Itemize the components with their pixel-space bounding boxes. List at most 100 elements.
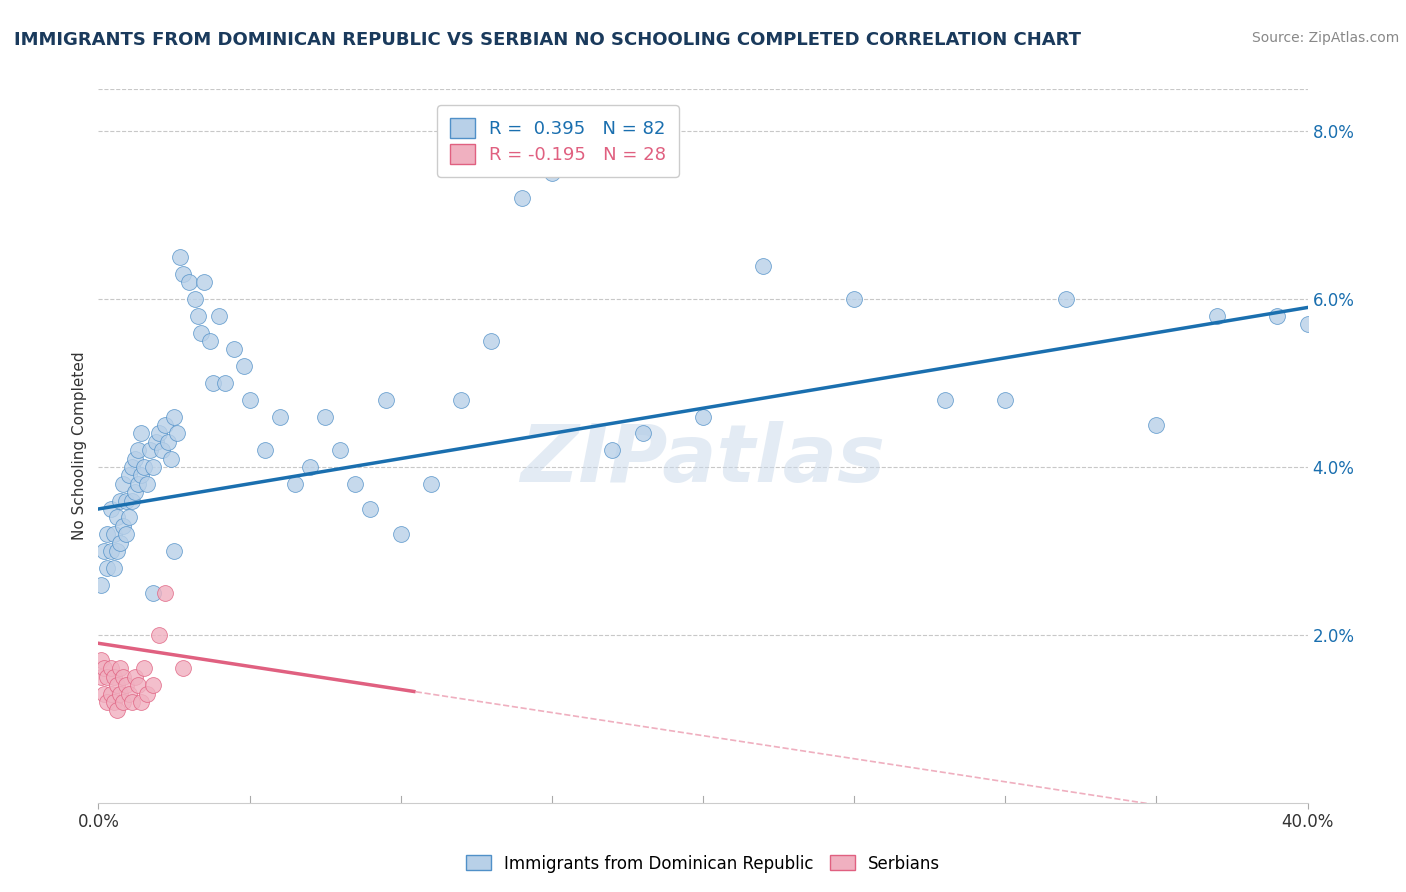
Point <box>329 443 352 458</box>
Point <box>90 670 112 684</box>
Point <box>100 661 122 675</box>
Point <box>114 678 136 692</box>
Point <box>118 510 141 524</box>
Point <box>269 409 291 424</box>
Point <box>934 392 956 407</box>
Point <box>172 661 194 675</box>
Point <box>224 343 246 357</box>
Y-axis label: No Schooling Completed: No Schooling Completed <box>72 351 87 541</box>
Point <box>284 476 307 491</box>
Point <box>135 687 157 701</box>
Point <box>190 326 212 340</box>
Text: ZIPatlas: ZIPatlas <box>520 421 886 500</box>
Point <box>103 560 125 574</box>
Point <box>93 661 115 675</box>
Point <box>752 259 775 273</box>
Point <box>108 661 131 675</box>
Point <box>232 359 254 374</box>
Point <box>142 460 165 475</box>
Point <box>96 527 118 541</box>
Point <box>114 493 136 508</box>
Point <box>239 392 262 407</box>
Point <box>103 527 125 541</box>
Point <box>93 687 115 701</box>
Point <box>96 695 118 709</box>
Point <box>179 275 201 289</box>
Point <box>105 678 128 692</box>
Point <box>344 476 367 491</box>
Point <box>450 392 472 407</box>
Text: Source: ZipAtlas.com: Source: ZipAtlas.com <box>1251 31 1399 45</box>
Point <box>108 687 131 701</box>
Point <box>103 670 125 684</box>
Point <box>108 493 131 508</box>
Point <box>200 334 222 348</box>
Point <box>135 476 157 491</box>
Point <box>163 409 186 424</box>
Point <box>129 426 152 441</box>
Point <box>166 426 188 441</box>
Point <box>184 292 207 306</box>
Point <box>145 434 167 449</box>
Point <box>299 460 322 475</box>
Point <box>214 376 236 390</box>
Point <box>132 661 155 675</box>
Point <box>253 443 276 458</box>
Point <box>374 392 396 407</box>
Point <box>148 426 170 441</box>
Point <box>631 426 654 441</box>
Point <box>93 544 115 558</box>
Point <box>114 527 136 541</box>
Point <box>172 267 194 281</box>
Point <box>111 518 134 533</box>
Point <box>103 695 125 709</box>
Point <box>156 434 179 449</box>
Point <box>844 292 866 306</box>
Point <box>1267 309 1289 323</box>
Point <box>1206 309 1229 323</box>
Point <box>127 678 149 692</box>
Point <box>360 502 382 516</box>
Point <box>153 417 176 432</box>
Point <box>160 451 183 466</box>
Point <box>100 502 122 516</box>
Point <box>169 250 191 264</box>
Point <box>129 695 152 709</box>
Point <box>389 527 412 541</box>
Point <box>420 476 443 491</box>
Point <box>124 451 146 466</box>
Point <box>540 166 562 180</box>
Point <box>139 443 162 458</box>
Point <box>90 653 112 667</box>
Point <box>142 586 165 600</box>
Point <box>127 476 149 491</box>
Point <box>994 392 1017 407</box>
Point <box>148 628 170 642</box>
Point <box>118 468 141 483</box>
Point <box>121 493 143 508</box>
Point <box>108 535 131 549</box>
Point <box>124 670 146 684</box>
Point <box>105 544 128 558</box>
Point <box>121 695 143 709</box>
Text: IMMIGRANTS FROM DOMINICAN REPUBLIC VS SERBIAN NO SCHOOLING COMPLETED CORRELATION: IMMIGRANTS FROM DOMINICAN REPUBLIC VS SE… <box>14 31 1081 49</box>
Point <box>124 485 146 500</box>
Point <box>208 309 231 323</box>
Point <box>121 460 143 475</box>
Point <box>314 409 336 424</box>
Point <box>571 141 593 155</box>
Point <box>111 695 134 709</box>
Point <box>96 670 118 684</box>
Point <box>163 544 186 558</box>
Point <box>127 443 149 458</box>
Point <box>105 510 128 524</box>
Point <box>142 678 165 692</box>
Point <box>193 275 215 289</box>
Point <box>96 560 118 574</box>
Point <box>132 460 155 475</box>
Point <box>1054 292 1077 306</box>
Point <box>100 687 122 701</box>
Point <box>150 443 173 458</box>
Point <box>1144 417 1167 432</box>
Point <box>105 703 128 717</box>
